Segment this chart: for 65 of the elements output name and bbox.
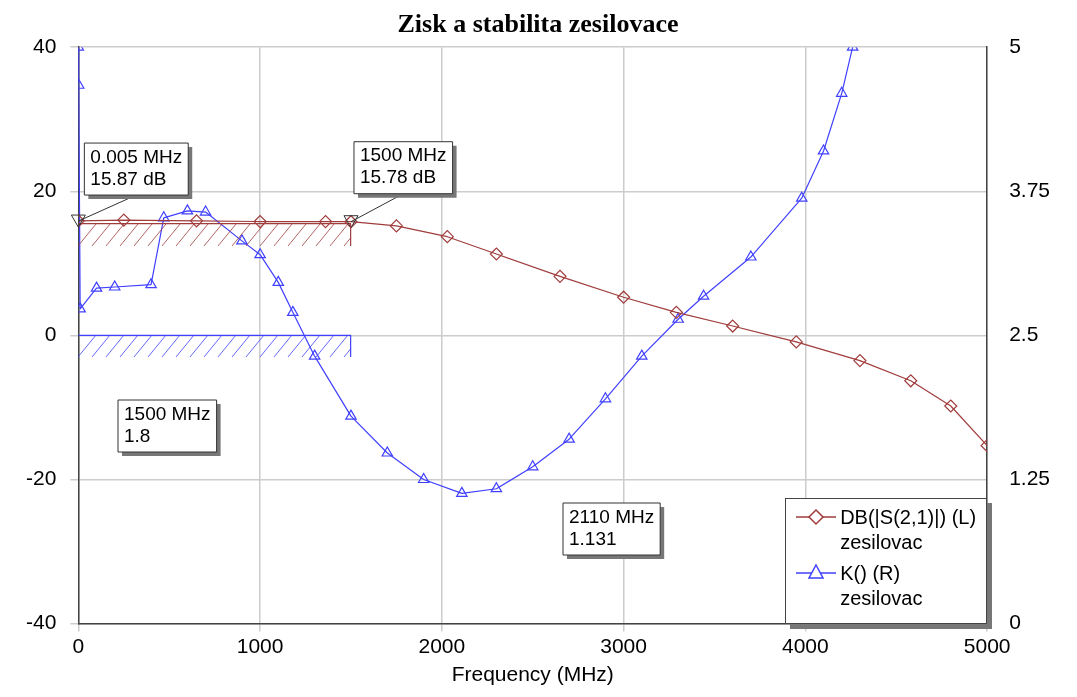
legend-label: DB(|S(2,1)|) (L) zesilovac — [840, 504, 977, 555]
y2-tick-label: 1.25 — [1009, 466, 1050, 490]
point — [381, 446, 394, 457]
y-tick-label: 40 — [32, 34, 57, 57]
point — [835, 86, 848, 97]
point — [526, 460, 539, 471]
point — [90, 281, 103, 292]
x-tick-label: 3000 — [600, 634, 647, 657]
annotation: 0.005 MHz 15.87 dB — [90, 145, 183, 189]
point — [944, 399, 958, 413]
point — [489, 247, 503, 261]
point — [599, 392, 612, 403]
annotation: 1500 MHz 1.8 — [124, 402, 211, 446]
point — [440, 230, 454, 244]
point — [795, 191, 808, 202]
chart-title: Zisk a stabilita zesilovace — [397, 9, 679, 39]
point — [563, 432, 575, 443]
annotation: 1500 MHz 15.78 dB — [359, 144, 447, 188]
point — [108, 280, 121, 291]
point — [636, 349, 648, 360]
point — [669, 305, 683, 319]
point — [697, 289, 710, 300]
point — [345, 409, 357, 420]
point — [272, 275, 285, 286]
y-tick-label: 20 — [32, 178, 57, 202]
x-tick-label: 1000 — [236, 634, 284, 657]
y2-tick-label: 0 — [1009, 610, 1021, 634]
point — [254, 248, 266, 259]
x-tick-label: 4000 — [782, 634, 829, 657]
point — [189, 214, 204, 228]
y2-tick-label: 5 — [1009, 34, 1021, 57]
point — [318, 214, 333, 229]
point — [389, 219, 404, 233]
point — [817, 144, 830, 155]
point — [745, 250, 757, 261]
point — [789, 335, 803, 349]
point — [287, 305, 299, 316]
point — [199, 205, 212, 216]
x-tick-label: 0 — [72, 634, 85, 657]
point — [145, 278, 157, 289]
legend-label: K() (R) zesilovac — [840, 560, 923, 611]
y-tick-label: 0 — [44, 322, 57, 346]
point — [157, 211, 170, 222]
y2-tick-label: 2.5 — [1009, 322, 1039, 346]
point — [181, 204, 194, 215]
point — [308, 349, 321, 360]
y-tick-label: -40 — [25, 610, 57, 634]
point — [553, 269, 567, 283]
point — [117, 213, 131, 227]
point — [236, 234, 248, 245]
y-tick-label: -20 — [25, 466, 57, 490]
point — [853, 354, 867, 368]
point — [904, 374, 918, 388]
point — [672, 312, 684, 323]
y2-tick-label: 3.75 — [1009, 178, 1050, 202]
point — [726, 319, 740, 333]
x-tick-label: 5000 — [963, 634, 1011, 657]
x-axis-title: Frequency (MHz) — [451, 662, 614, 686]
point — [456, 486, 468, 497]
point — [417, 472, 430, 484]
point — [490, 482, 503, 493]
point — [617, 290, 631, 304]
point — [253, 214, 267, 229]
x-tick-label: 2000 — [418, 634, 466, 657]
annotation: 2110 MHz 1.131 — [569, 505, 655, 549]
